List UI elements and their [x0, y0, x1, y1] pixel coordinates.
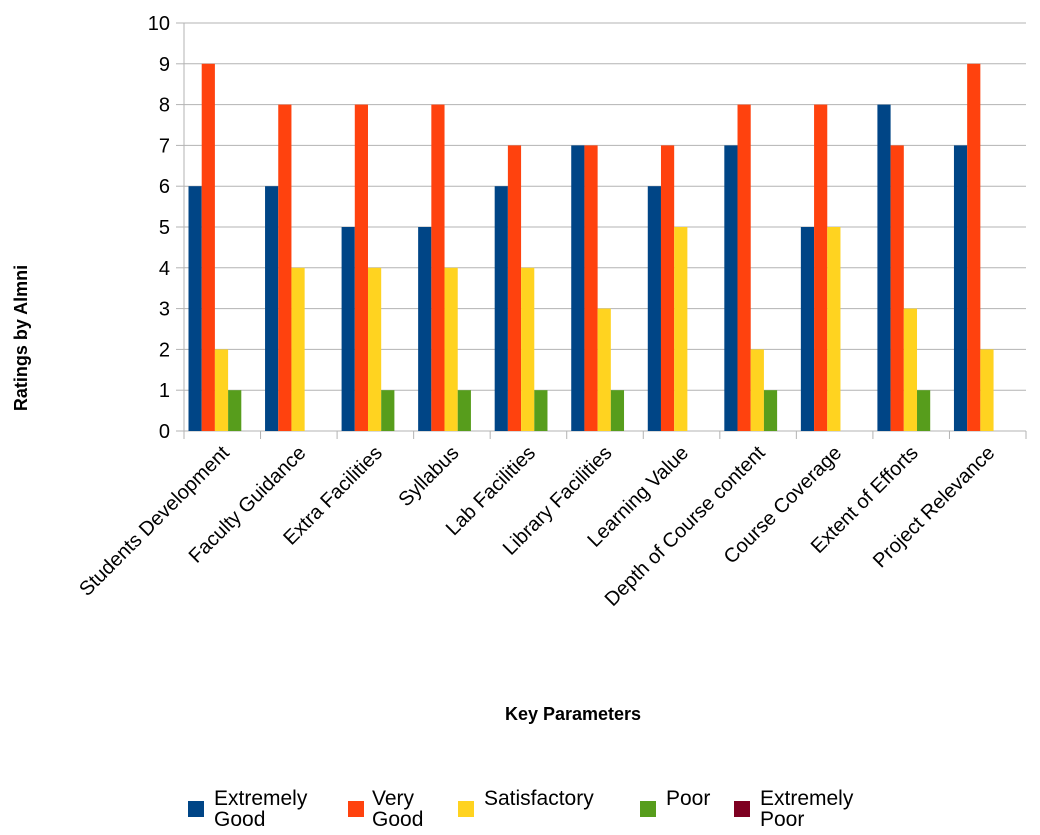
bar: [814, 104, 828, 431]
y-tick-label: 10: [148, 13, 170, 35]
bar: [494, 186, 508, 431]
bar: [917, 390, 931, 431]
bar: [597, 308, 611, 431]
bar: [201, 63, 215, 432]
bar: [444, 267, 458, 431]
legend-label: Poor: [760, 808, 804, 830]
bar: [967, 63, 981, 432]
y-tick-label: 0: [159, 421, 170, 443]
legend-item: Very Good: [348, 787, 423, 831]
bar: [737, 104, 751, 431]
bar: [660, 145, 675, 431]
y-axis-title: Ratings by Almni: [11, 265, 31, 411]
y-tick-label: 4: [159, 258, 170, 280]
legend-label: Good: [372, 808, 423, 830]
bar: [381, 390, 395, 431]
bar: [341, 227, 355, 431]
legend-label: Very: [372, 787, 415, 810]
bar: [763, 390, 778, 431]
bar: [647, 186, 661, 431]
legend-label: Extremely: [214, 787, 308, 810]
bar: [610, 390, 625, 431]
legend-label: Good: [214, 808, 265, 830]
bar: [507, 145, 522, 431]
bar: [571, 145, 585, 431]
bar: [188, 186, 202, 431]
bar: [980, 349, 994, 431]
legend-label: Extremely: [760, 787, 854, 810]
x-tick-label: Syllabus: [394, 442, 463, 511]
y-tick-label: 9: [159, 54, 170, 76]
legend-swatch: [188, 801, 204, 817]
x-tick-label: Depth of Course content: [601, 442, 770, 611]
bar: [953, 145, 968, 431]
y-tick-labels: 0 1 2 3 4 5 6 7 8 9 10: [148, 13, 170, 443]
y-tick-label: 1: [159, 380, 170, 402]
legend-item: Poor: [640, 787, 710, 817]
bars: [188, 63, 994, 432]
y-tick-label: 2: [159, 339, 170, 361]
bar: [890, 145, 904, 431]
bar: [800, 227, 815, 431]
bar: [354, 104, 368, 431]
legend-item: Extremely Good: [188, 787, 308, 831]
legend-item: Satisfactory: [458, 787, 594, 817]
legend-swatch: [348, 801, 364, 817]
y-tick-label: 6: [159, 176, 170, 198]
legend-label: Satisfactory: [484, 787, 594, 810]
bar: [750, 349, 764, 431]
bar: [521, 267, 535, 431]
x-axis-title: Key Parameters: [505, 704, 641, 724]
bar: [418, 227, 432, 431]
axes: [176, 22, 1027, 439]
legend-label: Poor: [666, 787, 710, 810]
y-tick-label: 8: [159, 95, 170, 117]
bar: [291, 267, 305, 431]
bar: [534, 390, 548, 431]
bar: [827, 227, 841, 431]
bar: [228, 390, 242, 431]
y-tick-label: 7: [159, 135, 170, 157]
y-tick-label: 5: [159, 217, 170, 239]
bar: [367, 267, 382, 431]
legend-swatch: [640, 801, 656, 817]
y-tick-label: 3: [159, 299, 170, 321]
x-tick-label: Students Development: [75, 442, 234, 601]
bar: [584, 145, 598, 431]
bar: [278, 104, 292, 431]
bar: [674, 227, 688, 431]
bar: [724, 145, 738, 431]
bar: [903, 308, 918, 431]
gridlines: [184, 22, 1026, 432]
bar: [214, 349, 229, 431]
bar: [877, 104, 891, 431]
bar: [265, 186, 279, 431]
bar: [457, 390, 471, 431]
legend-swatch: [458, 801, 474, 817]
bar: [431, 104, 445, 431]
legend-swatch: [734, 801, 750, 817]
